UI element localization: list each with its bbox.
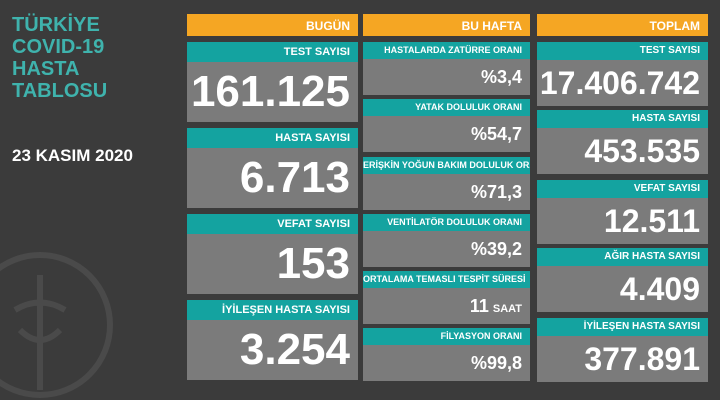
card-value: %71,3	[363, 174, 530, 210]
value: 6.713	[239, 153, 350, 202]
card-value: %39,2	[363, 231, 530, 267]
value: 11	[469, 296, 489, 316]
title: TÜRKİYE COVID-19 HASTA TABLOSU	[12, 14, 107, 102]
column-header: TOPLAM	[537, 14, 708, 36]
title-line: TÜRKİYE	[12, 14, 100, 36]
unit: SAAT	[492, 303, 522, 315]
card-value: %3,4	[363, 59, 530, 95]
card-value: 6.713	[187, 148, 358, 208]
card-value: 4.409	[537, 266, 708, 312]
column-header: BU HAFTA	[363, 14, 530, 36]
card-label: TEST SAYISI	[537, 42, 708, 60]
card-label: VEFAT SAYISI	[187, 214, 358, 234]
value: %3,4	[480, 67, 522, 87]
value: %39,2	[470, 239, 522, 259]
card-label: HASTALARDA ZATÜRRE ORANI	[363, 42, 530, 59]
value: 4.409	[619, 271, 700, 307]
card-label: İYİLEŞEN HASTA SAYISI	[537, 318, 708, 336]
card-label: FİLYASYON ORANI	[363, 328, 530, 345]
card-value: 161.125	[187, 62, 358, 122]
card-label: YATAK DOLULUK ORANI	[363, 99, 530, 116]
card-label: HASTA SAYISI	[187, 128, 358, 148]
card-label: TEST SAYISI	[187, 42, 358, 62]
value: 3.254	[239, 325, 350, 374]
title-line: COVID-19	[12, 36, 105, 58]
title-line: HASTA	[12, 58, 80, 80]
value: %71,3	[470, 182, 522, 202]
date: 23 KASIM 2020	[12, 146, 133, 165]
card-value: 17.406.742	[537, 60, 708, 106]
emblem	[0, 252, 113, 398]
card-label: İYİLEŞEN HASTA SAYISI	[187, 300, 358, 320]
card-value: 11 SAAT	[363, 288, 530, 324]
column-header: BUGÜN	[187, 14, 358, 36]
value: %54,7	[470, 124, 522, 144]
card-label: AĞIR HASTA SAYISI	[537, 248, 708, 266]
card-label: VEFAT SAYISI	[537, 180, 708, 198]
value: 377.891	[584, 341, 700, 377]
value: 17.406.742	[539, 65, 700, 101]
value: 453.535	[584, 133, 700, 169]
card-value: 3.254	[187, 320, 358, 380]
value: 161.125	[190, 67, 350, 116]
card-value: 153	[187, 234, 358, 294]
title-line: TABLOSU	[12, 80, 108, 102]
card-value: 377.891	[537, 336, 708, 382]
card-label: ORTALAMA TEMASLI TESPİT SÜRESİ	[363, 271, 530, 288]
card-value: %54,7	[363, 116, 530, 152]
card-label: VENTİLATÖR DOLULUK ORANI	[363, 214, 530, 231]
card-label: ERİŞKİN YOĞUN BAKIM DOLULUK ORANI	[363, 157, 530, 174]
card-label: HASTA SAYISI	[537, 110, 708, 128]
value: %99,8	[470, 353, 522, 373]
card-value: 12.511	[537, 198, 708, 244]
card-value: 453.535	[537, 128, 708, 174]
value: 153	[276, 239, 350, 288]
value: 12.511	[603, 203, 700, 239]
card-value: %99,8	[363, 345, 530, 381]
